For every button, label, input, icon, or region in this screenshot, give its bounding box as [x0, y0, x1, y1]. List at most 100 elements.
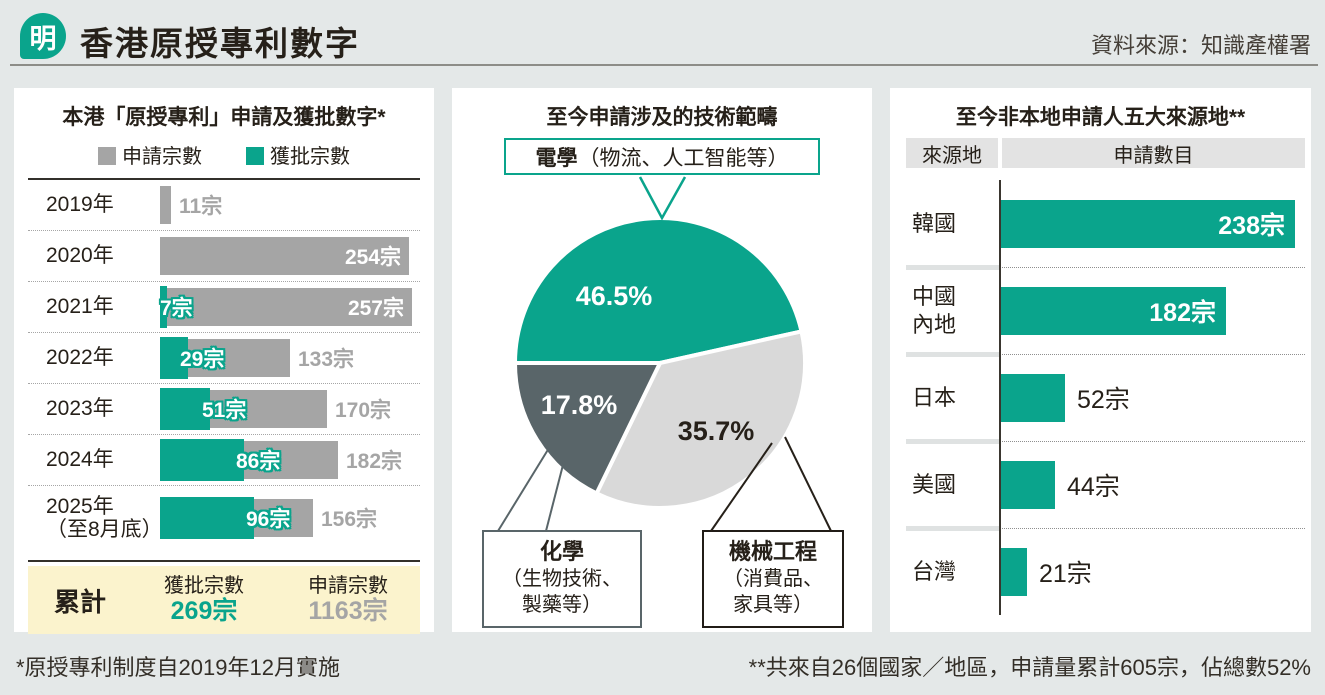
- applications-bar: [1001, 287, 1226, 335]
- callout-line-chemistry-1: [497, 447, 550, 532]
- table-row: 2021年 7宗 257宗: [28, 282, 420, 333]
- callout-electricity: 電學 （物流、人工智能等）: [504, 138, 820, 175]
- callout-mechanical-sub1: （消費品、: [723, 568, 823, 591]
- applications-bar: [1001, 374, 1065, 422]
- table-row: 2025年 （至8月底） 96宗 156宗: [28, 486, 420, 550]
- chart-legend: 申請宗數 獲批宗數: [14, 140, 434, 169]
- callout-electricity-sub: （物流、人工智能等）: [578, 146, 789, 170]
- column-headers: 來源地 申請數目: [906, 138, 1305, 168]
- pie-slice-1: [513, 216, 804, 365]
- origin-label: 日本: [912, 384, 957, 410]
- applied-bar: [160, 237, 409, 275]
- granted-bar: [160, 497, 254, 539]
- column-header-origin: 來源地: [906, 138, 998, 168]
- applied-value-label: 156宗: [321, 508, 378, 531]
- table-row: 韓國 238宗: [906, 180, 1305, 267]
- granted-value-label: 86宗: [236, 450, 281, 473]
- origin-label: 美國: [912, 471, 957, 497]
- summary-granted-title: 獲批宗數: [164, 574, 244, 597]
- applications-bar: [1001, 200, 1295, 248]
- granted-value-label: 29宗: [180, 348, 225, 371]
- table-row: 2020年 254宗: [28, 231, 420, 282]
- applied-value-label: 257宗: [347, 297, 404, 320]
- table-row: 2023年 51宗 170宗: [28, 384, 420, 435]
- page-title: 香港原授專利數字: [80, 25, 360, 62]
- summary-label: 累計: [54, 586, 107, 617]
- origin-bar-rows: 韓國 238宗中國 內地 182宗日本 52宗美國 44宗台灣 21宗: [906, 180, 1305, 615]
- applications-bar: [1001, 548, 1027, 596]
- summary-applied-value: 1163宗: [308, 597, 388, 626]
- panel-title: 本港「原授專利」申請及獲批數字*: [62, 106, 386, 129]
- granted-value-label: 7宗: [160, 297, 193, 320]
- legend-item-granted: 獲批宗數: [246, 140, 350, 169]
- legend-label: 獲批宗數: [270, 146, 350, 168]
- applied-value-label: 133宗: [298, 348, 355, 371]
- bar-area: 44宗: [999, 441, 1305, 528]
- year-label: 2022年: [46, 346, 114, 370]
- pie-percent-label: 46.5%: [576, 281, 653, 311]
- legend-label: 申請宗數: [122, 146, 202, 168]
- summary-applied-title: 申請宗數: [308, 574, 388, 597]
- row-separator-band: [906, 265, 999, 270]
- yearly-bar-rows: 2019年 11宗 2020年 254宗 2021年 7宗 257宗 2022年 29宗 133宗…: [28, 180, 420, 550]
- legend-item-applied: 申請宗數: [98, 140, 202, 169]
- row-separator: [999, 267, 1305, 268]
- year-label: 2025年 （至8月底）: [46, 494, 163, 541]
- bar-area: 254宗: [160, 231, 420, 281]
- applications-value-label: 238宗: [1218, 211, 1285, 240]
- bar-area: 86宗 182宗: [160, 435, 420, 485]
- table-row: 日本 52宗: [906, 354, 1305, 441]
- callout-mechanical: 機械工程 （消費品、 家具等）: [702, 530, 844, 628]
- bar-area: 21宗: [999, 528, 1305, 615]
- bar-area: 51宗 170宗: [160, 384, 420, 434]
- applications-value-label: 52宗: [1077, 385, 1130, 414]
- panel-origin-ranking: 至今非本地申請人五大來源地** 來源地 申請數目 韓國 238宗 中國 內地 182宗日…: [890, 88, 1311, 632]
- applied-value-label: 182宗: [346, 450, 403, 473]
- bar-area: 29宗 133宗: [160, 333, 420, 383]
- origin-label: 中國 內地: [912, 284, 957, 337]
- callout-chemistry: 化學 （生物技術、 製藥等）: [482, 530, 642, 628]
- legend-divider: [28, 178, 420, 180]
- row-separator-band: [906, 526, 999, 531]
- table-row: 美國 44宗: [906, 441, 1305, 528]
- granted-bar: [160, 286, 167, 328]
- legend-swatch-teal: [246, 147, 264, 165]
- origin-label: 韓國: [912, 210, 957, 236]
- callout-chemistry-sub2: 製藥等）: [522, 594, 602, 617]
- callout-mechanical-title: 機械工程: [728, 539, 817, 564]
- bar-area: 52宗: [999, 354, 1305, 441]
- applied-value-label: 170宗: [335, 399, 392, 422]
- bar-area: 96宗 156宗: [160, 486, 420, 550]
- bar-area: 238宗: [999, 180, 1305, 267]
- pie-slice-3: [513, 361, 662, 496]
- applications-value-label: 182宗: [1149, 298, 1216, 327]
- applications-value-label: 44宗: [1067, 472, 1120, 501]
- row-separator: [999, 528, 1305, 529]
- granted-bar: [160, 337, 188, 379]
- panel-title: 至今申請涉及的技術範疇: [546, 106, 778, 129]
- year-label: 2021年: [46, 295, 114, 319]
- year-label: 2020年: [46, 244, 114, 268]
- pie-slice-2: [594, 329, 807, 510]
- table-row: 2019年 11宗: [28, 180, 420, 231]
- applied-value-label: 254宗: [344, 246, 401, 269]
- callout-line-mechanical-1: [710, 442, 773, 532]
- legend-swatch-gray: [98, 147, 116, 165]
- callout-chemistry-title: 化學: [539, 539, 584, 564]
- data-source-note: 資料來源：知識產權署: [1090, 33, 1311, 58]
- summary-granted: 獲批宗數 269宗: [132, 575, 276, 625]
- origin-label: 台灣: [912, 558, 957, 584]
- bar-area: 7宗 257宗: [160, 282, 420, 332]
- table-row: 台灣 21宗: [906, 528, 1305, 615]
- table-row: 2024年 86宗 182宗: [28, 435, 420, 486]
- applied-value-label: 11宗: [179, 195, 223, 218]
- callout-chemistry-sub1: （生物技術、: [502, 568, 622, 591]
- panel-yearly-applications: 本港「原授專利」申請及獲批數字* 申請宗數 獲批宗數 2019年 11宗 2020年…: [14, 88, 434, 634]
- pie-percent-label: 17.8%: [541, 390, 618, 420]
- callout-mechanical-sub2: 家具等）: [733, 594, 813, 617]
- footnote-right: **共來自26個國家／地區，申請量累計605宗，佔總數52%: [748, 655, 1311, 680]
- year-label: 2023年: [46, 397, 114, 421]
- panel-technology-fields: 至今申請涉及的技術範疇 電學 （物流、人工智能等） 化學 （生物技術、 製藥等）…: [452, 88, 872, 632]
- callout-electricity-title: 電學: [535, 146, 578, 170]
- applied-bar: [160, 186, 171, 224]
